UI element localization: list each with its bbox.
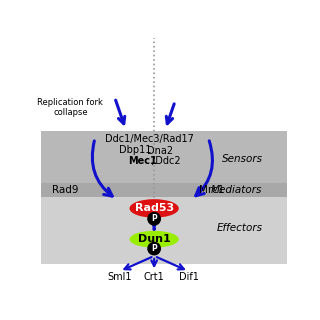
- Text: Ddc1/Mec3/Rad17: Ddc1/Mec3/Rad17: [105, 134, 194, 144]
- Circle shape: [147, 242, 161, 255]
- Text: Dif1: Dif1: [179, 272, 199, 283]
- Text: Mediators: Mediators: [211, 185, 262, 195]
- Text: /Ddc2: /Ddc2: [152, 156, 180, 166]
- FancyArrowPatch shape: [92, 141, 112, 196]
- Ellipse shape: [130, 199, 179, 218]
- FancyArrowPatch shape: [196, 141, 212, 196]
- Text: Dun1: Dun1: [138, 234, 171, 244]
- Text: Sensors: Sensors: [221, 154, 262, 164]
- Text: P: P: [151, 244, 157, 253]
- Bar: [41, 182, 287, 197]
- Text: Rad9: Rad9: [52, 185, 79, 195]
- Circle shape: [147, 212, 161, 226]
- Bar: [41, 264, 287, 285]
- Ellipse shape: [130, 231, 179, 248]
- Text: Rad53: Rad53: [135, 204, 174, 213]
- Text: Crt1: Crt1: [144, 272, 164, 283]
- Text: Mec1: Mec1: [128, 156, 157, 166]
- Text: Replication fork
collapse: Replication fork collapse: [37, 98, 103, 117]
- Text: P: P: [151, 214, 157, 223]
- Bar: [41, 197, 287, 264]
- Text: Mrc1: Mrc1: [199, 185, 225, 195]
- Text: Sml1: Sml1: [108, 272, 132, 283]
- Text: Dna2: Dna2: [147, 146, 173, 156]
- Bar: [41, 38, 287, 131]
- Text: Effectors: Effectors: [217, 223, 262, 233]
- Bar: [41, 131, 287, 182]
- Text: Dbp11: Dbp11: [119, 145, 152, 155]
